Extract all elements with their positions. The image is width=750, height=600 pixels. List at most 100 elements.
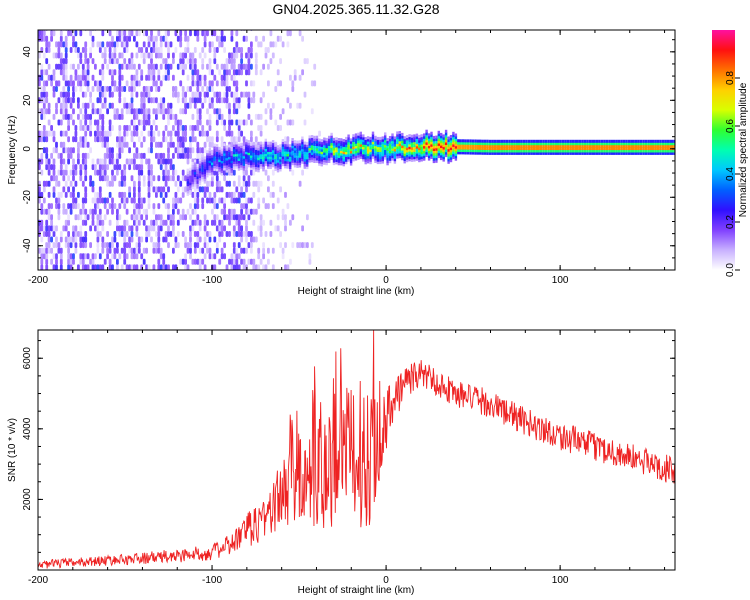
spectrogram-cell	[347, 149, 350, 152]
spectrogram-cell	[116, 30, 119, 37]
spectrogram-cell	[62, 91, 66, 98]
spectrogram-cell	[186, 47, 190, 53]
spectrogram-cell	[476, 146, 479, 150]
spectrogram-cell	[215, 186, 219, 193]
spectrogram-cell	[515, 147, 518, 151]
spectrogram-cell	[64, 91, 68, 98]
spectrogram-cell	[449, 137, 453, 141]
spectrogram-cell	[352, 143, 355, 147]
spectrogram-cell	[223, 119, 226, 126]
spectrogram-cell	[306, 149, 309, 153]
spectrogram-cell	[120, 247, 124, 254]
spectrogram-cell	[218, 154, 221, 158]
spectrogram-cell	[98, 86, 102, 92]
spectrogram-cell	[576, 147, 579, 151]
spectrogram-cell	[215, 136, 219, 143]
spectrogram-cell	[152, 108, 156, 115]
spectrogram-cell	[522, 139, 526, 143]
spectrogram-cell	[271, 203, 275, 210]
spectrogram-cell	[47, 180, 51, 187]
spectrogram-cell	[659, 139, 662, 143]
spectrogram-cell	[291, 162, 294, 166]
spectrogram-cell	[449, 142, 453, 146]
spectrogram-cell	[103, 47, 107, 53]
spectrogram-cell	[157, 47, 161, 53]
spectrogram-cell	[242, 153, 246, 157]
spectrogram-cell	[520, 149, 523, 153]
spectrogram-cell	[656, 149, 660, 153]
spectrogram-cell	[359, 155, 362, 159]
spectrogram-cell	[77, 52, 80, 59]
spectrogram-cell	[211, 174, 214, 178]
spectrogram-cell	[250, 231, 253, 237]
spectrogram-cell	[72, 225, 75, 232]
spectrogram-cell	[481, 151, 484, 155]
spectrogram-cell	[637, 149, 640, 153]
spectrogram-cell	[386, 140, 389, 144]
spectrogram-cell	[379, 156, 382, 160]
spectrogram-cell	[486, 139, 489, 143]
spectrogram-cell	[189, 236, 192, 243]
spectrogram-cell	[337, 145, 341, 149]
spectrogram-cell	[420, 146, 423, 150]
spectrogram-cell	[388, 140, 392, 144]
spectrogram-cell	[637, 147, 640, 151]
spectrogram-cell	[223, 208, 226, 215]
spectrogram-cell	[264, 143, 267, 147]
spectrogram-cell	[547, 151, 550, 155]
spectrogram-cell	[89, 30, 92, 37]
spectrogram-cell	[52, 147, 56, 154]
spectrogram-cell	[184, 52, 187, 59]
spectrogram-cell	[232, 242, 236, 249]
spectrogram-cell	[405, 147, 409, 151]
spectrogram-cell	[235, 97, 239, 104]
spectrogram-cell	[189, 247, 192, 254]
spectrogram-cell	[644, 147, 648, 151]
spectrogram-cell	[140, 164, 144, 171]
spectrogram-cell	[186, 158, 190, 165]
spectrogram-cell	[259, 41, 263, 48]
spectrogram-cell	[332, 152, 336, 156]
spectrogram-cell	[349, 140, 353, 144]
spectrogram-cell	[437, 155, 440, 159]
spectrogram-cell	[203, 225, 207, 232]
spectrogram-cell	[62, 175, 66, 182]
spectrogram-cell	[155, 108, 158, 115]
spectrogram-cell	[155, 191, 158, 198]
spectrogram-cell	[113, 47, 117, 53]
spectrogram-cell	[123, 225, 127, 232]
spectrogram-cell	[396, 153, 399, 157]
spectrogram-cell	[186, 58, 190, 65]
spectrogram-cell	[257, 152, 260, 156]
spectrogram-cell	[320, 148, 323, 152]
spectrogram-cell	[303, 58, 307, 65]
spectrogram-cell	[240, 142, 243, 146]
spectrogram-cell	[459, 151, 462, 155]
spectrogram-cell	[257, 157, 260, 161]
spectrogram-cell	[240, 145, 243, 149]
spectrogram-cell	[615, 151, 618, 155]
spectrogram-cell	[137, 203, 141, 210]
spectrogram-cell	[106, 63, 109, 70]
spectrogram-cell	[228, 154, 231, 158]
spectrogram-cell	[52, 52, 56, 59]
spectrogram-cell	[77, 63, 80, 70]
spectrogram-cell	[40, 253, 44, 260]
spectrogram-cell	[410, 151, 414, 155]
spectrogram-cell	[203, 163, 207, 167]
spectrogram-cell	[230, 63, 234, 70]
spectrogram-cell	[38, 164, 41, 171]
spectrogram-cell	[140, 97, 144, 104]
spectrogram-cell	[137, 236, 141, 243]
spectrogram-cell	[130, 231, 134, 237]
spectrogram-cell	[405, 152, 409, 155]
spectrogram-cell	[371, 155, 375, 159]
spectrogram-cell	[557, 151, 560, 155]
spectrogram-cell	[232, 52, 236, 59]
spectrogram-cell	[142, 219, 146, 226]
spectrogram-cell	[281, 155, 285, 159]
spectrogram-cell	[656, 147, 660, 151]
spectrogram-cell	[518, 139, 521, 143]
spectrogram-cell	[613, 151, 616, 155]
spectrogram-cell	[639, 139, 643, 143]
